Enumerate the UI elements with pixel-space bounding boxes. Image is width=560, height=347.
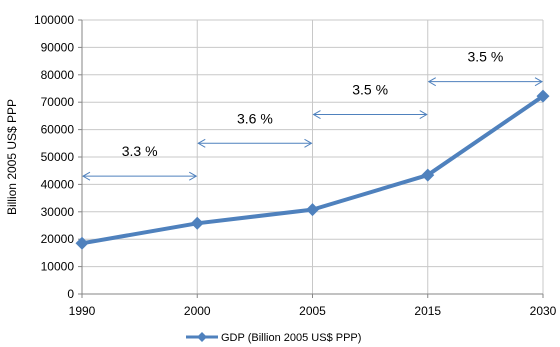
- y-tick-label: 70000: [41, 95, 75, 109]
- growth-rate-label: 3.5 %: [352, 82, 388, 98]
- arrowhead-right: [189, 171, 198, 181]
- y-tick-label: 80000: [41, 68, 75, 82]
- y-tick-labels: 0 10000 20000 30000 40000 50000 60000 70000 8000…: [34, 13, 74, 301]
- legend-marker: [197, 332, 207, 342]
- arrowhead-left: [197, 138, 206, 148]
- arrowhead-left: [81, 171, 91, 181]
- y-tick-label: 40000: [41, 177, 75, 191]
- series-gdp: [75, 89, 550, 250]
- data-point: [536, 89, 550, 103]
- growth-rate-label: 3.6 %: [237, 110, 273, 126]
- y-axis-title: Billion 2005 US$ PPP: [5, 99, 19, 215]
- arrowhead-left: [427, 77, 436, 87]
- arrowhead-right: [419, 110, 428, 119]
- y-tick-label: 10000: [41, 260, 75, 274]
- growth-rate-label: 3.3 %: [122, 143, 158, 159]
- x-tick-labels: 1990 2000 2005 2015 2030: [69, 304, 557, 318]
- y-tick-label: 100000: [34, 13, 74, 27]
- growth-annotations: 3.3 % 3.6 % 3.5 % 3.5 %: [81, 49, 544, 181]
- data-point: [306, 203, 319, 217]
- growth-rate-label: 3.5 %: [467, 49, 503, 65]
- arrowhead-right: [534, 77, 544, 87]
- data-point: [421, 168, 435, 182]
- y-tick-label: 90000: [41, 40, 75, 54]
- gridlines: [82, 19, 544, 294]
- arrowhead-right: [304, 138, 313, 148]
- x-tick-label: 2000: [184, 304, 211, 318]
- y-tick-label: 20000: [41, 232, 75, 246]
- data-point: [75, 236, 89, 250]
- legend-label: GDP (Billion 2005 US$ PPP): [221, 332, 361, 344]
- y-tick-label: 60000: [41, 123, 75, 137]
- legend: GDP (Billion 2005 US$ PPP): [186, 332, 361, 344]
- x-tick-label: 1990: [69, 304, 96, 318]
- x-tick-label: 2015: [414, 304, 441, 318]
- x-tick-label: 2005: [299, 304, 326, 318]
- y-tick-label: 0: [67, 287, 74, 301]
- x-tick-label: 2030: [530, 304, 557, 318]
- y-tick-label: 30000: [41, 205, 75, 219]
- arrowhead-left: [312, 110, 321, 119]
- y-tick-label: 50000: [41, 150, 75, 164]
- data-point: [190, 216, 204, 230]
